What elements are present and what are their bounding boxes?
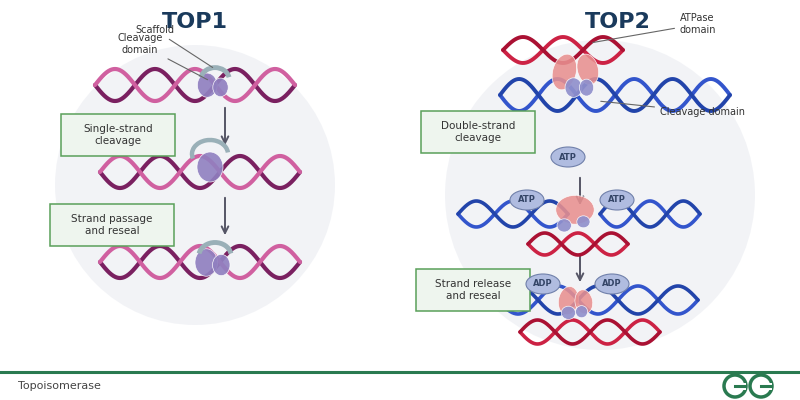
Text: Single-strand
cleavage: Single-strand cleavage — [83, 124, 153, 146]
Ellipse shape — [575, 306, 588, 318]
Ellipse shape — [557, 219, 571, 232]
Text: TOP2: TOP2 — [585, 12, 651, 32]
Text: Cleavage domain: Cleavage domain — [601, 101, 745, 117]
Text: ADP: ADP — [602, 280, 622, 288]
Ellipse shape — [565, 78, 582, 97]
FancyBboxPatch shape — [61, 114, 175, 156]
Ellipse shape — [558, 286, 578, 315]
Ellipse shape — [197, 152, 223, 182]
Ellipse shape — [526, 274, 560, 294]
Ellipse shape — [562, 306, 575, 319]
Ellipse shape — [510, 190, 544, 210]
Ellipse shape — [198, 73, 218, 97]
FancyBboxPatch shape — [421, 111, 535, 153]
Ellipse shape — [579, 79, 594, 96]
FancyBboxPatch shape — [734, 382, 746, 390]
Ellipse shape — [213, 78, 228, 97]
FancyBboxPatch shape — [416, 269, 530, 311]
Text: Strand release
and reseal: Strand release and reseal — [435, 279, 511, 301]
Text: Strand passage
and reseal: Strand passage and reseal — [71, 214, 153, 236]
Ellipse shape — [575, 290, 593, 314]
Ellipse shape — [195, 249, 218, 276]
Ellipse shape — [552, 54, 577, 90]
Text: ATP: ATP — [608, 196, 626, 204]
Ellipse shape — [600, 190, 634, 210]
Text: Double-strand
cleavage: Double-strand cleavage — [441, 121, 515, 143]
Text: ATPase
domain: ATPase domain — [593, 13, 717, 42]
FancyBboxPatch shape — [760, 382, 772, 390]
Ellipse shape — [551, 147, 585, 167]
Text: TOP1: TOP1 — [162, 12, 228, 32]
Ellipse shape — [213, 254, 230, 276]
Circle shape — [55, 45, 335, 325]
Circle shape — [445, 40, 755, 350]
Ellipse shape — [556, 196, 594, 224]
Ellipse shape — [595, 274, 629, 294]
Text: Cleavage
domain: Cleavage domain — [118, 33, 207, 80]
Ellipse shape — [577, 54, 598, 85]
Text: Scaffold: Scaffold — [135, 25, 213, 68]
Text: ATP: ATP — [518, 196, 536, 204]
FancyBboxPatch shape — [50, 204, 174, 246]
Text: ATP: ATP — [559, 152, 577, 162]
Text: ADP: ADP — [533, 280, 553, 288]
Text: Topoisomerase: Topoisomerase — [18, 381, 101, 391]
Ellipse shape — [577, 216, 590, 228]
